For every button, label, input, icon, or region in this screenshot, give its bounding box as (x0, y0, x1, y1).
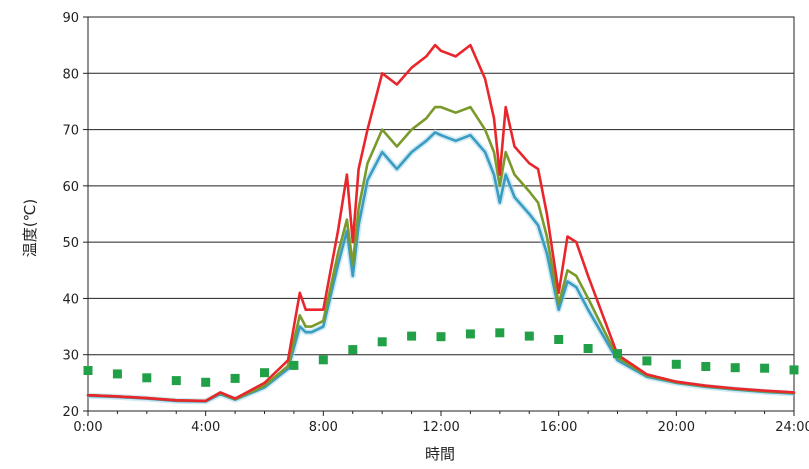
series-line (86, 105, 796, 403)
x-tick-label: 0:00 (73, 420, 102, 435)
y-tick-label: 20 (62, 405, 79, 420)
data-point (436, 332, 446, 342)
data-point (112, 369, 122, 379)
x-tick-label: 24:00 (775, 420, 809, 435)
data-point (171, 376, 181, 386)
data-point (554, 335, 564, 344)
data-point (201, 377, 211, 387)
x-tick-label: 12:00 (422, 420, 459, 435)
data-point (613, 349, 622, 359)
data-point (760, 363, 770, 373)
series-line (86, 131, 796, 403)
y-tick-label: 70 (62, 124, 79, 139)
x-tick-label: 8:00 (309, 420, 338, 435)
data-point (348, 345, 358, 355)
data-point (642, 356, 652, 366)
gridlines (83, 16, 795, 416)
x-tick-label: 20:00 (658, 420, 695, 435)
y-tick-label: 30 (62, 349, 79, 364)
x-tick-labels: 0:00 4:00 8:00 12:00 16:00 20:00 24:00 (73, 420, 809, 435)
y-tick-label: 80 (62, 67, 79, 82)
data-point (83, 366, 93, 375)
y-axis-title: 温度(℃) (21, 199, 39, 258)
data-point (260, 368, 269, 378)
y-tick-label: 40 (62, 292, 79, 307)
data-point (289, 360, 299, 370)
x-tick-label: 4:00 (191, 420, 220, 435)
data-point (407, 331, 417, 341)
data-point (318, 355, 328, 365)
data-point (142, 373, 152, 383)
y-tick-label: 50 (62, 236, 79, 251)
series-line (86, 43, 796, 403)
data-point (465, 329, 475, 339)
y-tick-label: 60 (62, 180, 79, 195)
y-tick-labels: 20 30 40 50 60 70 80 90 (62, 11, 79, 420)
data-point (701, 362, 711, 371)
data-point (671, 359, 681, 369)
plot-area (87, 16, 795, 412)
data-point (495, 328, 505, 338)
data-point (730, 363, 740, 373)
x-tick-label: 16:00 (540, 420, 577, 435)
data-series (83, 43, 799, 405)
y-tick-label: 90 (62, 11, 79, 26)
plot-frame (87, 16, 795, 412)
data-point (230, 373, 240, 383)
data-point (583, 344, 593, 353)
data-point (377, 337, 387, 347)
data-point (789, 365, 799, 375)
data-point (524, 331, 534, 341)
x-axis-title: 時間 (425, 445, 455, 463)
